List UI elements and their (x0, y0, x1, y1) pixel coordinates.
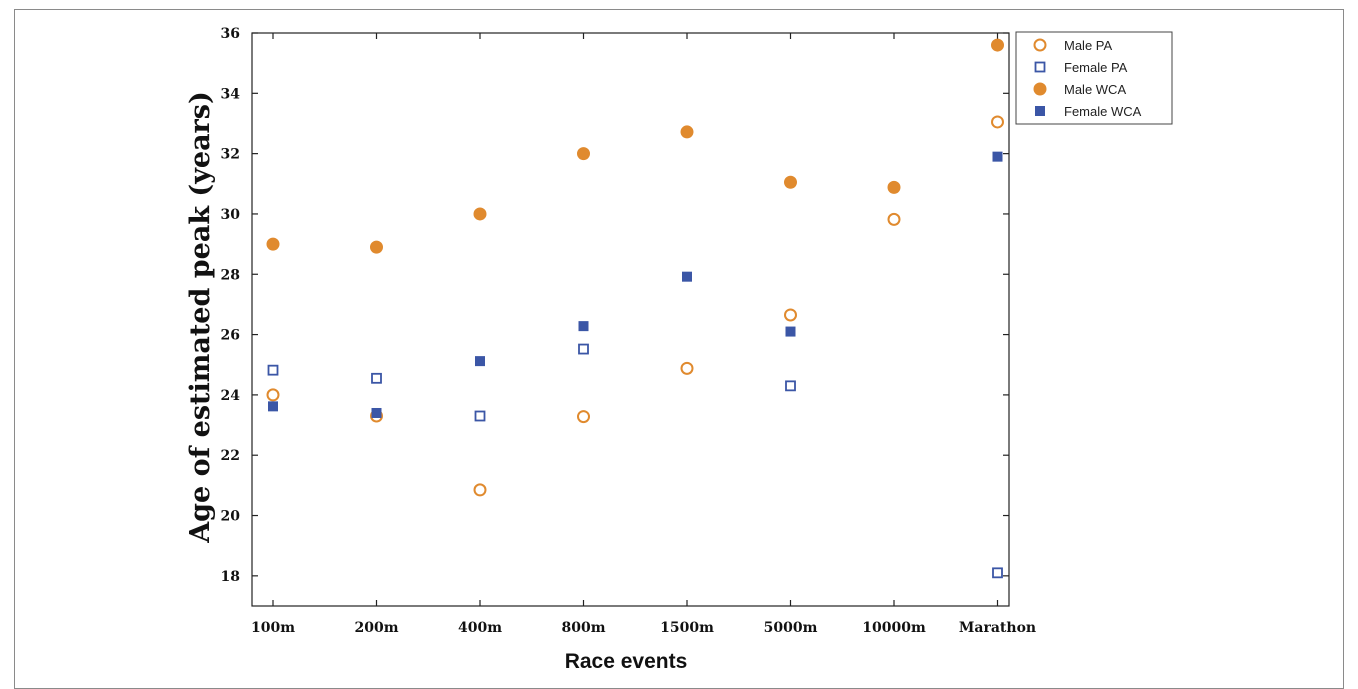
y-tick-label: 32 (221, 147, 240, 163)
point-male-pa (577, 410, 590, 424)
point-female-pa (992, 567, 1003, 579)
data-points (266, 38, 1004, 579)
legend-label-male-pa: Male PA (1064, 38, 1112, 53)
point-female-wca (578, 321, 589, 332)
point-male-pa (266, 388, 280, 402)
y-tick-label: 34 (221, 86, 241, 102)
point-male-pa (784, 308, 797, 322)
point-female-wca (682, 271, 692, 282)
x-tick-label: 400m (458, 620, 502, 636)
legend-marker-female-wca (1035, 106, 1045, 116)
legend-marker-male-wca (1033, 82, 1047, 96)
point-female-pa (785, 380, 796, 392)
point-male-pa (680, 361, 694, 375)
y-tick-label: 28 (221, 267, 240, 283)
x-tick-label: 800m (561, 620, 605, 636)
y-axis-label: Age of estimated peak (years) (185, 91, 216, 544)
x-tick-label: 100m (251, 620, 295, 636)
point-female-pa (371, 372, 382, 384)
x-axis-ticks: 100m 200m 400m 800m 1500m 5000m 10000m Marathon (251, 33, 1036, 636)
point-female-pa (578, 343, 589, 355)
point-male-wca (473, 207, 487, 221)
point-female-wca (785, 326, 796, 337)
legend: Male PA Female PA Male WCA Female WCA (1015, 31, 1173, 125)
point-female-pa (267, 364, 279, 376)
y-axis-ticks: 18 20 22 24 26 28 30 32 34 36 (221, 26, 1009, 585)
scatter-chart: 18 20 22 24 26 28 30 32 34 36 100m 200m 400m 800m 150… (185, 26, 1173, 672)
x-axis-label: Race events (565, 650, 688, 672)
point-female-wca (992, 151, 1003, 162)
y-tick-label: 18 (221, 569, 240, 585)
x-tick-label: Marathon (959, 620, 1036, 636)
point-male-pa (991, 115, 1004, 129)
legend-marker-male-pa (1033, 38, 1047, 52)
legend-label-female-wca: Female WCA (1064, 104, 1142, 119)
point-male-wca (370, 240, 383, 254)
point-female-wca (475, 356, 485, 367)
point-male-wca (784, 175, 797, 189)
y-tick-label: 26 (221, 328, 240, 344)
y-tick-label: 22 (221, 448, 240, 464)
y-tick-label: 30 (221, 207, 241, 223)
plot-axes (251, 32, 1010, 607)
x-tick-label: 200m (354, 620, 398, 636)
point-male-wca (680, 125, 694, 139)
point-female-wca (268, 401, 278, 412)
x-tick-label: 5000m (764, 620, 818, 636)
x-tick-label: 1500m (660, 620, 714, 636)
x-tick-label: 10000m (862, 620, 926, 636)
plot-border (251, 32, 1010, 607)
y-tick-label: 24 (221, 388, 241, 404)
point-male-pa (473, 483, 487, 497)
point-male-pa (887, 212, 901, 226)
y-tick-label: 36 (221, 26, 240, 42)
point-male-wca (577, 147, 590, 161)
point-male-wca (887, 180, 901, 194)
legend-label-male-wca: Male WCA (1064, 82, 1126, 97)
point-female-wca (371, 407, 382, 418)
point-male-wca (991, 38, 1004, 52)
point-male-wca (266, 237, 280, 251)
point-female-pa (474, 410, 486, 422)
legend-marker-female-pa (1034, 61, 1046, 73)
y-tick-label: 20 (221, 509, 241, 525)
legend-label-female-pa: Female PA (1064, 60, 1128, 75)
